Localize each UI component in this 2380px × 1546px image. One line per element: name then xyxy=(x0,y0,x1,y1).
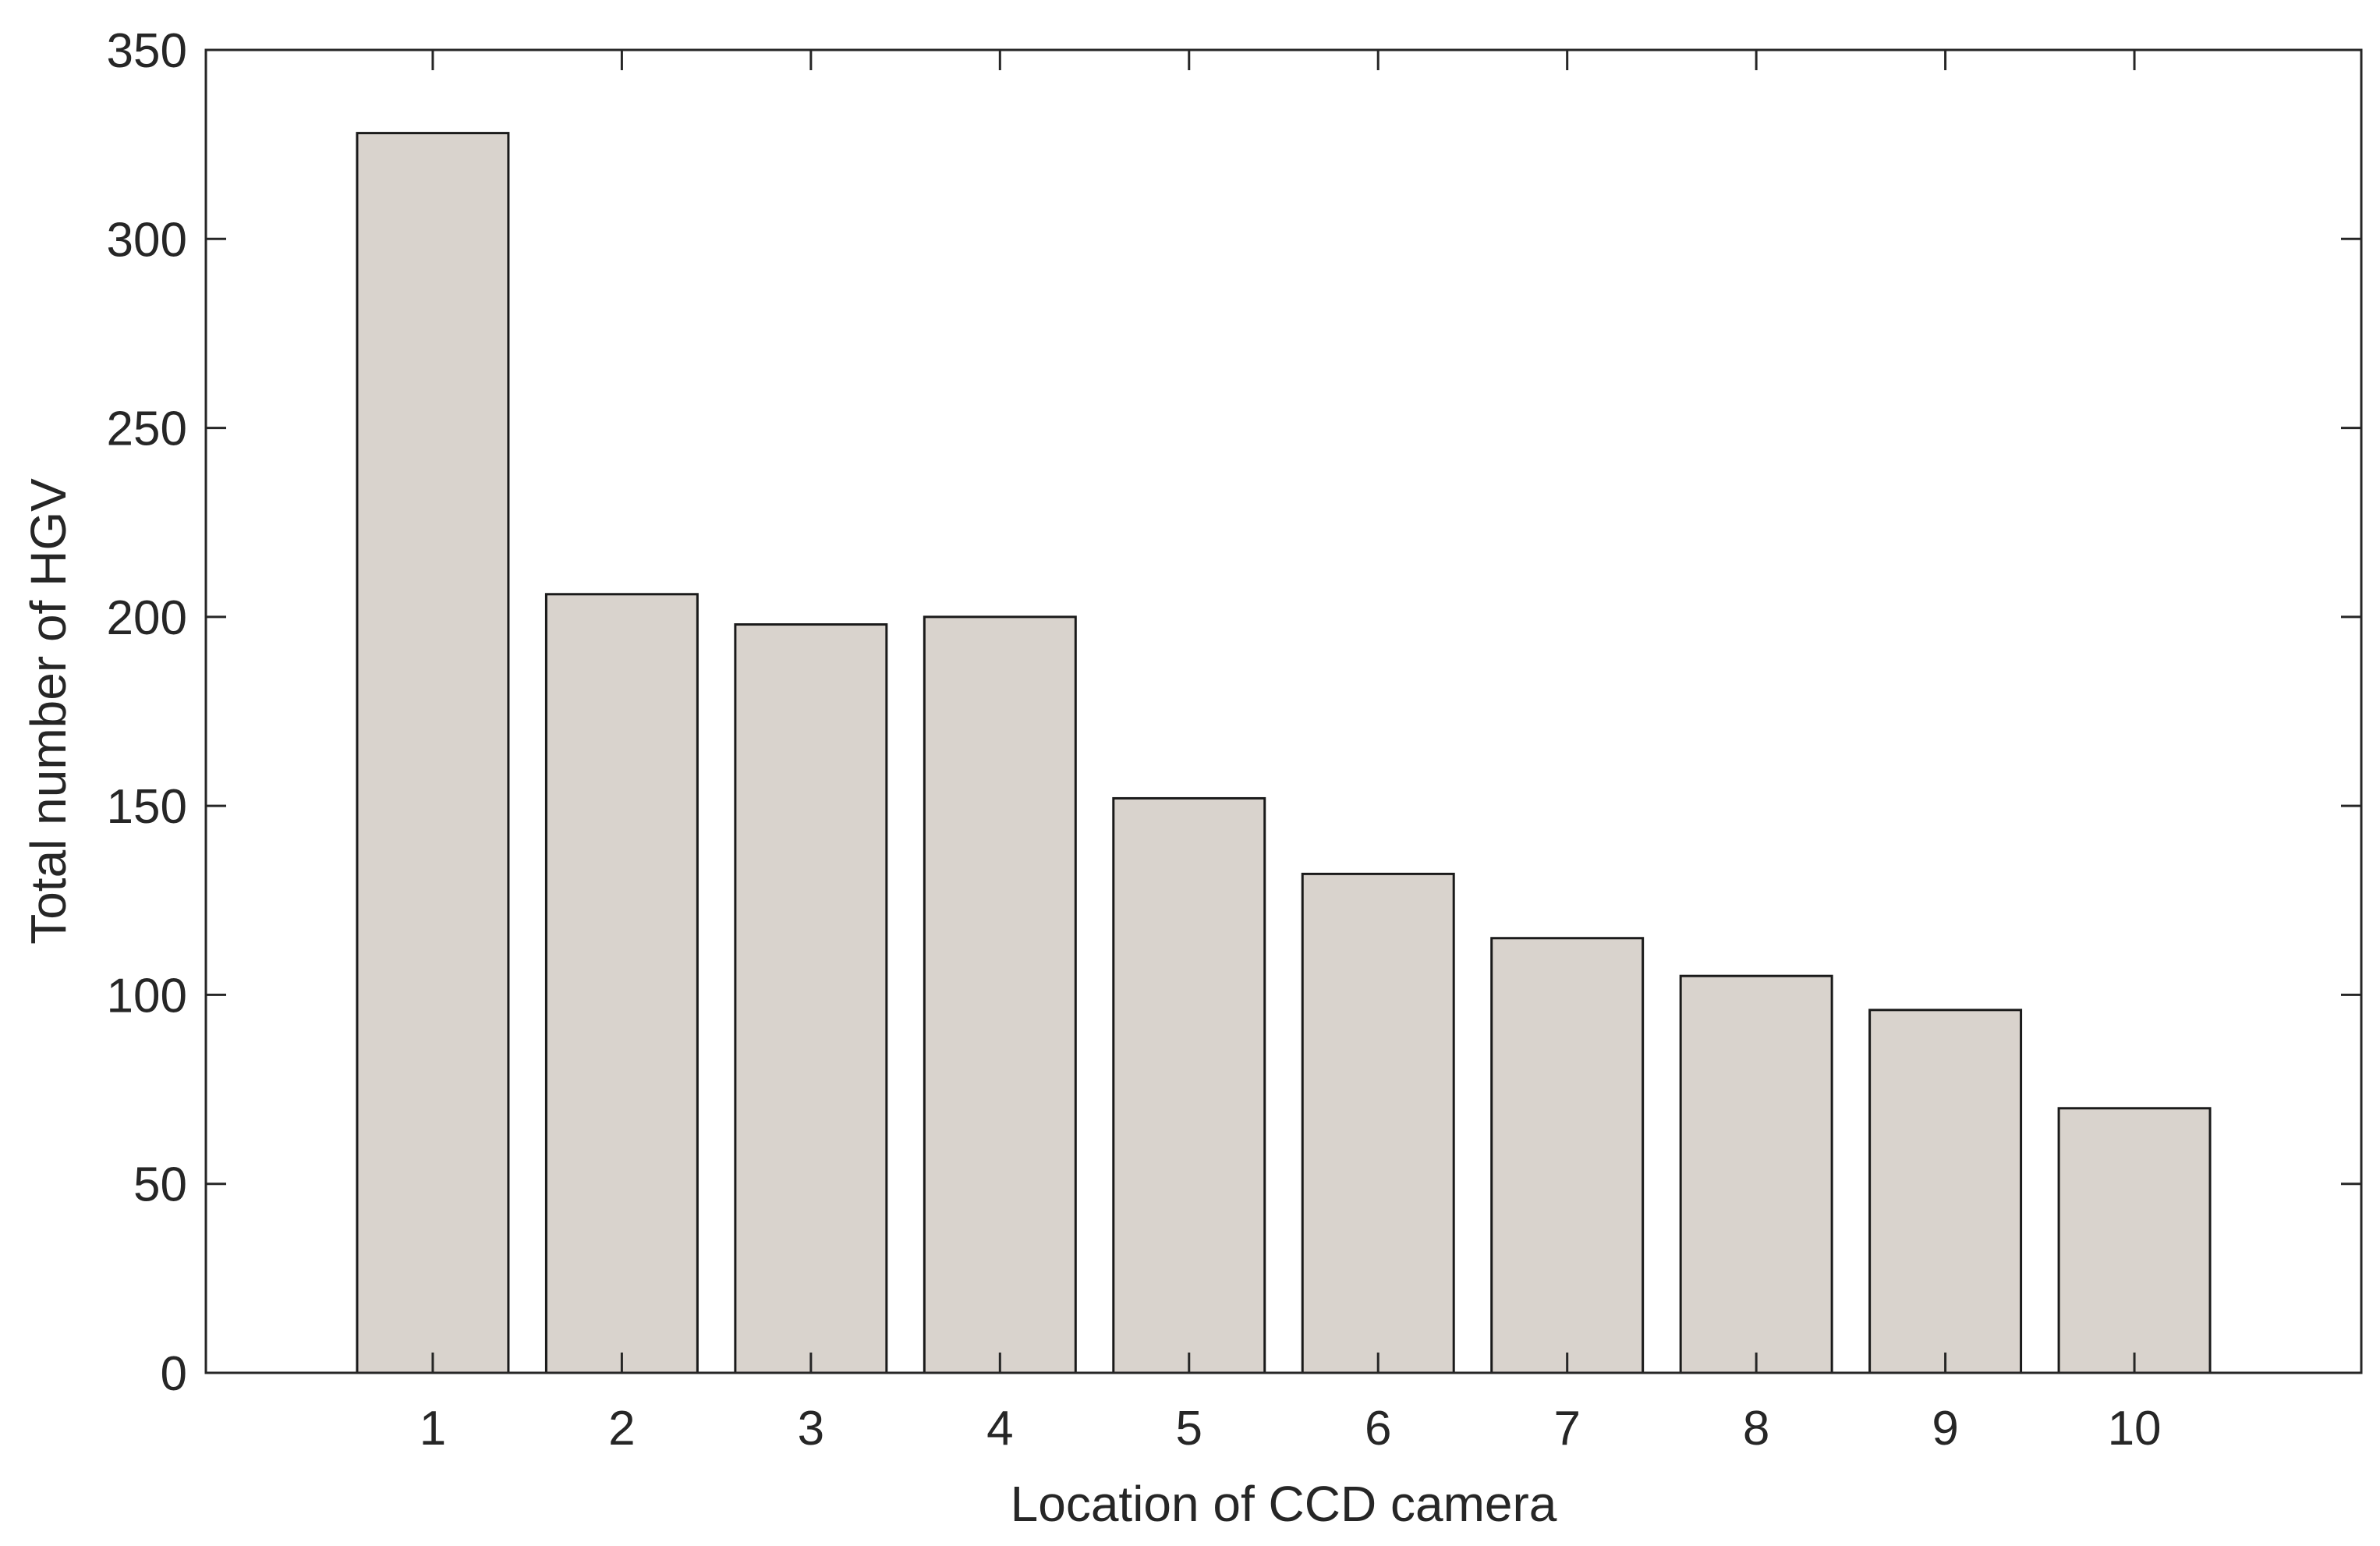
x-tick-label: 6 xyxy=(1365,1402,1391,1456)
bar-10 xyxy=(2057,1107,2212,1374)
bar-3 xyxy=(734,623,888,1374)
bar-6 xyxy=(1301,872,1455,1374)
y-tick-label: 250 xyxy=(107,402,187,456)
x-tick-label: 10 xyxy=(2108,1402,2162,1456)
plot-area-background xyxy=(206,50,2361,1373)
y-tick-label: 150 xyxy=(107,780,187,834)
y-tick-label: 50 xyxy=(133,1158,187,1212)
bar-8 xyxy=(1679,974,1833,1374)
bar-5 xyxy=(1112,796,1266,1374)
x-tick-label: 1 xyxy=(420,1402,446,1456)
bar-7 xyxy=(1490,937,1645,1374)
x-tick-label: 9 xyxy=(1932,1402,1958,1456)
x-tick-label: 7 xyxy=(1553,1402,1580,1456)
ticks-layer xyxy=(206,48,2361,1374)
x-axis-label: Location of CCD camera xyxy=(1011,1476,1557,1532)
y-axis-label: Total number of HGV xyxy=(20,478,76,945)
bars-layer xyxy=(356,132,2212,1374)
bar-4 xyxy=(923,615,1077,1374)
bar-1 xyxy=(356,132,510,1374)
y-tick-label: 350 xyxy=(107,24,187,78)
x-tick-label: 5 xyxy=(1176,1402,1202,1456)
x-tick-label: 2 xyxy=(608,1402,635,1456)
y-tick-label: 300 xyxy=(107,213,187,267)
bar-2 xyxy=(544,593,699,1374)
x-tick-label: 4 xyxy=(986,1402,1013,1456)
y-tick-label: 200 xyxy=(107,591,187,645)
x-tick-label: 3 xyxy=(798,1402,824,1456)
y-tick-label: 100 xyxy=(107,969,187,1023)
plot-area-frame xyxy=(204,48,2363,1374)
x-tick-label: 8 xyxy=(1743,1402,1769,1456)
bar-9 xyxy=(1868,1009,2023,1374)
y-tick-label: 0 xyxy=(161,1347,187,1401)
